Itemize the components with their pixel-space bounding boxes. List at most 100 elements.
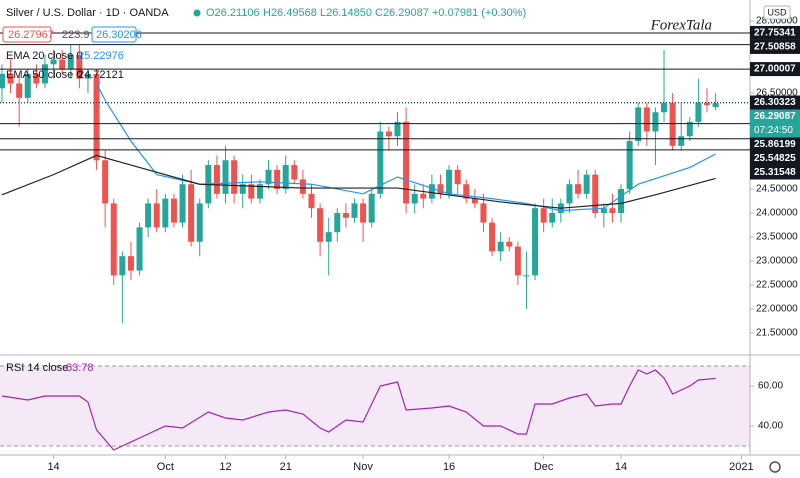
candle-body [282,165,289,190]
status-dot [193,9,201,17]
ask-price[interactable]: 26.30206 [96,29,142,41]
candle-body [196,203,203,242]
rsi-line [1,369,716,451]
candle-body [437,184,444,194]
candle-body [67,54,74,70]
price-label: 27.50858 [754,42,796,53]
unit-box[interactable] [763,5,791,20]
candle-body [368,193,375,223]
settings-icon[interactable] [769,461,781,473]
y-tick-label: 26.50000 [756,88,798,99]
y-tick-label: 22.00000 [756,304,798,315]
candle-body [695,102,702,122]
candle-body [334,213,341,233]
countdown-bg [750,123,800,138]
price-label-bg [750,95,800,110]
candle-body [110,203,117,276]
candle-body [394,121,401,137]
candle-body [420,193,427,199]
candle-body [489,222,496,252]
price-label: 26.29087 [754,111,796,122]
candle-body [635,107,642,142]
candle-body [600,208,607,213]
candle-body [162,198,169,228]
candle-body [0,73,5,89]
candle-body [222,160,229,194]
candle-body [463,184,470,199]
spread: 223.9 [62,29,90,41]
candle-body [471,198,478,204]
candle-body [652,112,659,132]
candle-body [59,59,66,70]
price-label: 25.86199 [754,139,796,150]
ema50-value: 24.72121 [78,69,124,81]
price-label-bg [750,109,800,124]
candle-body [41,64,48,84]
price-label: 25.54825 [754,153,796,164]
bid-price[interactable]: 26.27967 [8,29,54,41]
candle-body [566,184,573,204]
candle-body [549,213,556,223]
price-label-bg [750,39,800,54]
legend-close: C26.29087 [375,7,429,19]
candle-body [428,184,435,199]
candle-body [145,203,152,228]
legend-change: +0.07981 (+0.30%) [432,7,526,19]
candle-body [119,256,126,276]
x-tick-label: 21 [280,461,292,473]
candle-body [411,193,418,204]
y-tick-label: 21.50000 [756,328,798,339]
candle-body [317,208,324,242]
candle-body [626,141,633,190]
candle-body [403,121,410,204]
y-tick-label: 24.50000 [756,184,798,195]
countdown: 07:24:50 [754,125,793,136]
rsi-value: 63.78 [66,362,94,374]
legend-open: O26.21106 [206,7,260,19]
price-label: 26.30323 [754,97,796,108]
price-label-bg [750,165,800,180]
logo: ForexTala [650,17,712,33]
candle-body [532,208,539,276]
legend-low: L26.14850 [320,7,372,19]
candle-body [299,179,306,194]
price-label: 25.31548 [754,167,796,178]
candle-body [342,213,349,218]
candle-body [102,160,109,204]
candle-body [643,107,650,132]
price-label-bg [750,137,800,152]
axis-unit[interactable]: USD [767,7,787,17]
x-tick-label: Oct [157,461,174,473]
candle-body [704,102,711,106]
ema50-label: EMA 50 close 0 [6,69,82,81]
x-tick-label: Nov [353,461,373,473]
candle-body [136,227,143,271]
legend-high: H26.49568 [263,7,317,19]
bid-box[interactable] [2,26,52,43]
y-tick-label: 23.00000 [756,256,798,267]
candle-body [686,121,693,137]
price-label-bg [750,25,800,40]
candle-body [7,73,14,84]
x-tick-label: 14 [615,461,627,473]
candle-body [33,73,40,84]
candle-body [274,169,281,190]
y-tick-label: 22.50000 [756,280,798,291]
rsi-band [0,366,750,446]
x-tick-label: 14 [47,461,59,473]
candle-body [179,184,186,223]
price-label-bg [750,151,800,166]
candle-body [575,184,582,194]
candle-body [265,169,272,185]
candle-body [592,174,599,213]
candle-body [454,169,461,185]
candle-body [583,174,590,194]
candle-body [446,169,453,194]
candle-body [239,184,246,194]
ask-box[interactable] [91,26,137,43]
candle-body [76,54,83,79]
candle-body [188,184,195,242]
